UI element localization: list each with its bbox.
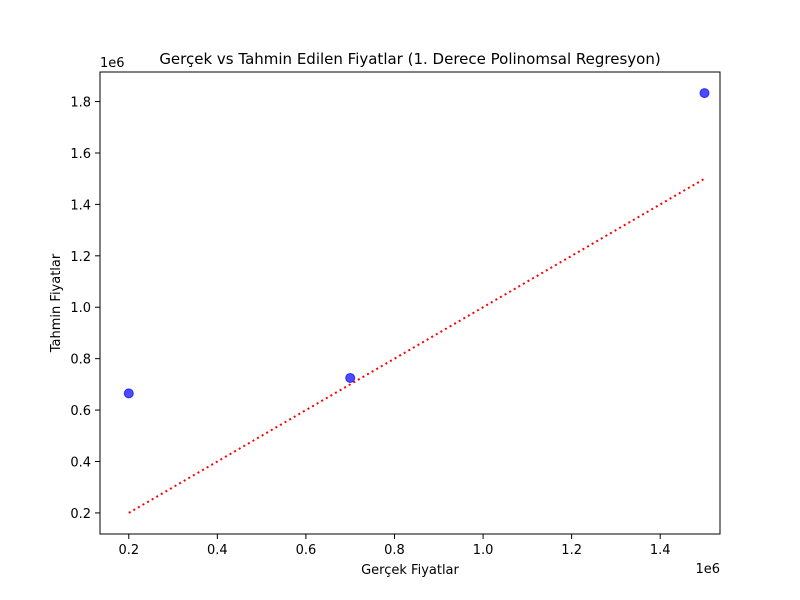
chart-title: Gerçek vs Tahmin Edilen Fiyatlar (1. Der… xyxy=(159,50,660,68)
y-tick-label: 0.2 xyxy=(70,507,91,522)
x-axis-offset-label: 1e6 xyxy=(695,562,720,577)
data-point xyxy=(699,88,710,99)
x-tick-label: 1.2 xyxy=(561,543,582,558)
y-axis: 0.2 0.4 0.6 0.8 1.0 1.2 1.4 1.6 1.8 xyxy=(70,96,100,522)
y-tick-label: 1.8 xyxy=(70,96,91,111)
data-point xyxy=(345,372,356,383)
data-point xyxy=(123,388,134,399)
y-tick-label: 0.8 xyxy=(70,353,91,368)
y-tick-label: 0.6 xyxy=(70,404,91,419)
y-tick-label: 1.4 xyxy=(70,198,91,213)
x-tick-label: 0.6 xyxy=(296,543,317,558)
y-tick-label: 1.2 xyxy=(70,250,91,265)
x-tick-label: 0.4 xyxy=(207,543,228,558)
y-tick-label: 1.6 xyxy=(70,147,91,162)
x-tick-label: 0.8 xyxy=(384,543,405,558)
y-axis-label: Tahmin Fiyatlar xyxy=(49,253,64,353)
x-axis-label: Gerçek Fiyatlar xyxy=(361,563,459,578)
x-axis: 0.2 0.4 0.6 0.8 1.0 1.2 1.4 xyxy=(118,534,671,558)
y-tick-label: 1.0 xyxy=(70,301,91,316)
y-axis-offset-label: 1e6 xyxy=(100,56,125,71)
x-tick-label: 1.4 xyxy=(650,543,671,558)
x-tick-label: 1.0 xyxy=(473,543,494,558)
axes-frame xyxy=(99,71,721,535)
y-tick-label: 0.4 xyxy=(70,455,91,470)
reference-line xyxy=(128,177,706,514)
plot-area xyxy=(123,88,710,514)
x-tick-label: 0.2 xyxy=(118,543,139,558)
